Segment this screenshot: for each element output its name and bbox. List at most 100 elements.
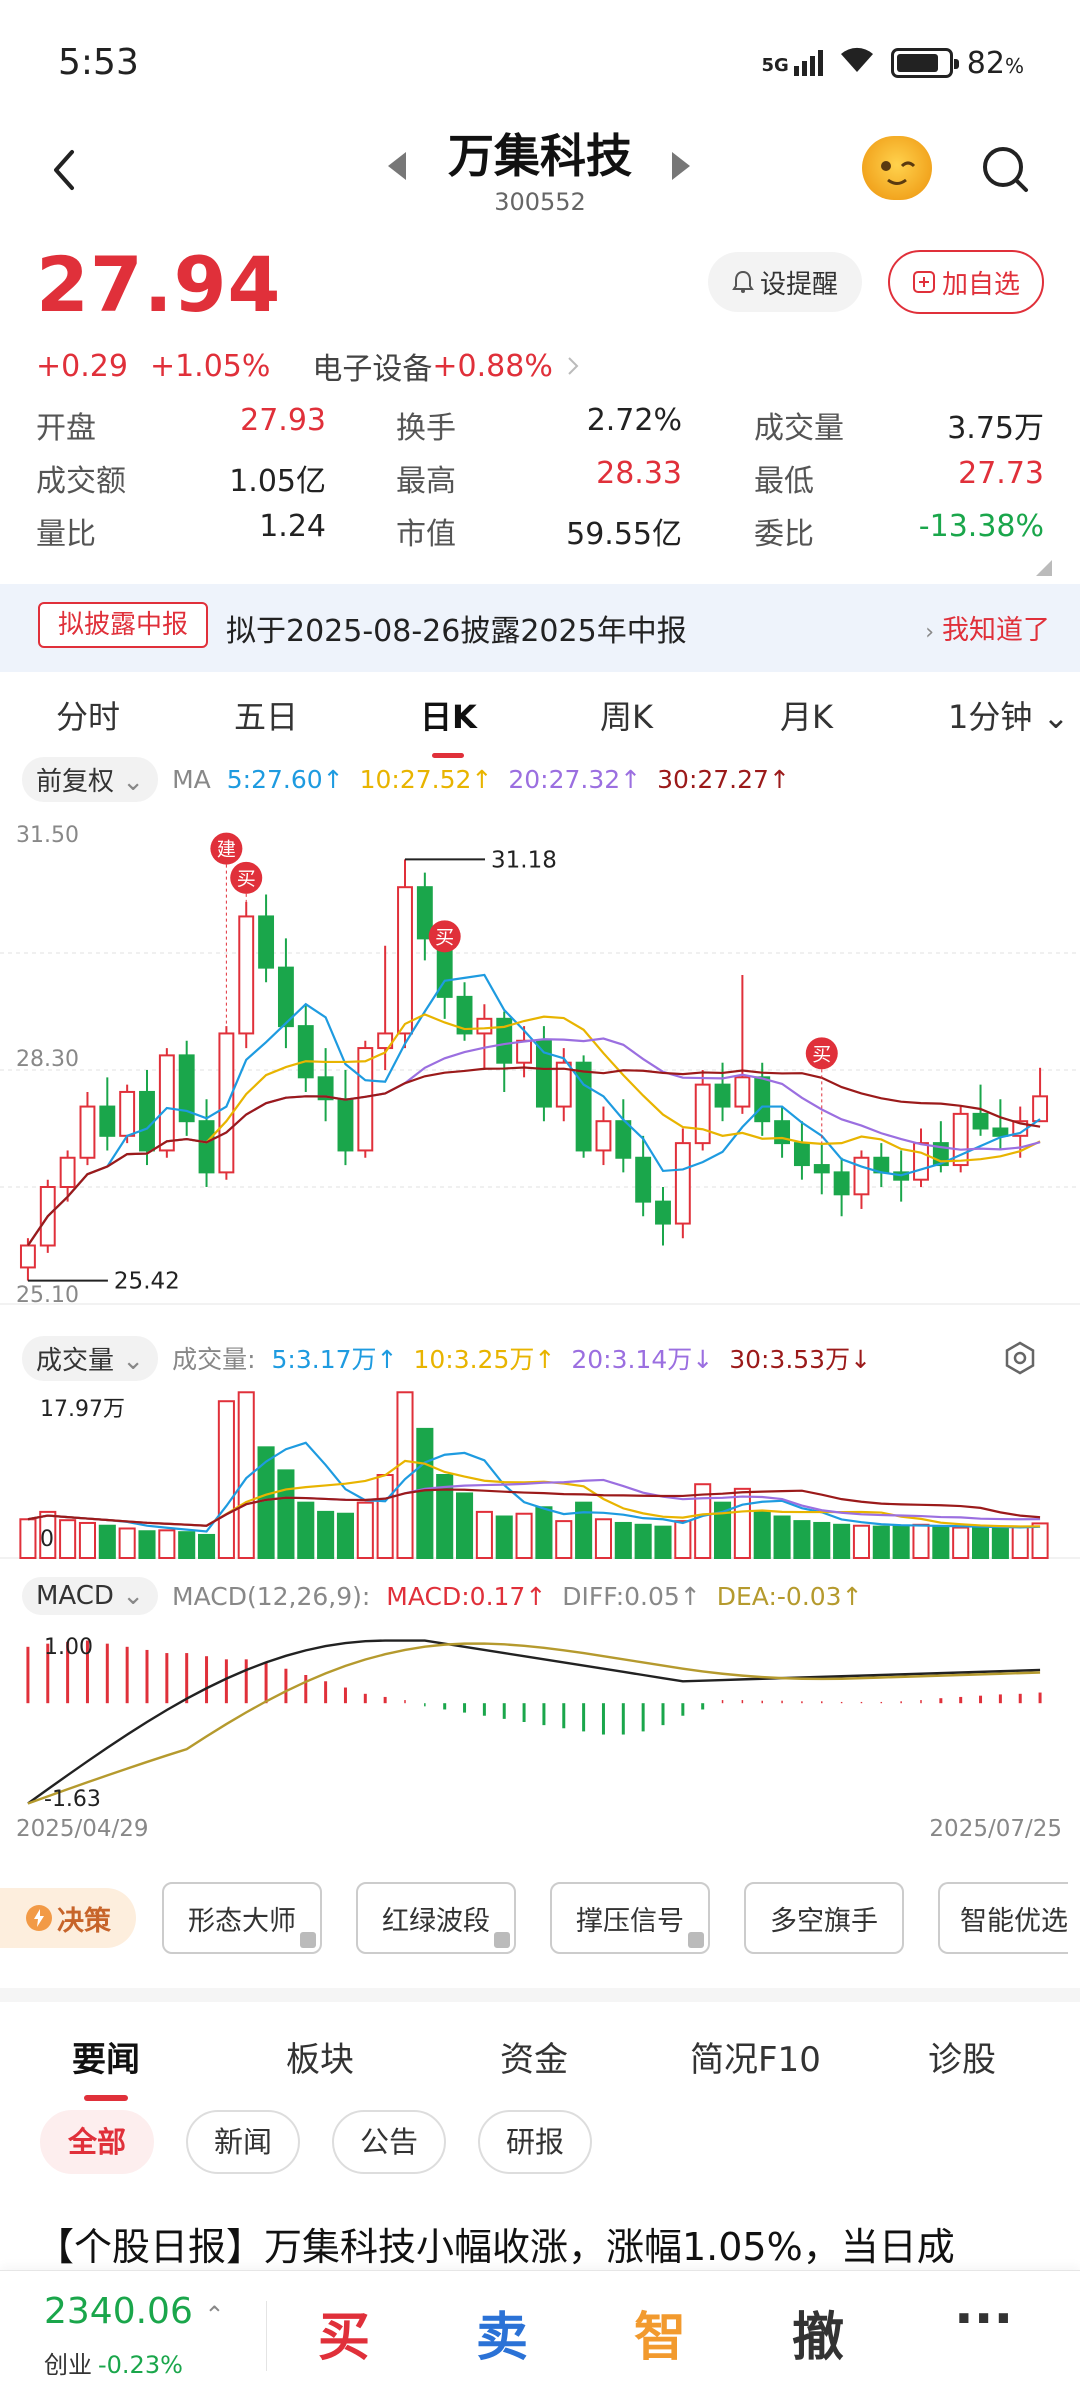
candle-body — [535, 1039, 552, 1108]
tool-button[interactable]: 红绿波段 — [356, 1882, 516, 1954]
tool-button[interactable]: 智能优选 — [938, 1882, 1068, 1954]
candle-body — [99, 1105, 116, 1137]
macd-dropdown[interactable]: MACD ⌄ — [22, 1577, 158, 1615]
set-alert-button[interactable]: 设提醒 — [708, 252, 862, 312]
quote-cell: 开盘 27.93 — [36, 403, 326, 447]
news-filter-chip[interactable]: 研报 — [478, 2110, 593, 2174]
volume-bar — [455, 1492, 474, 1559]
sector-link[interactable]: 电子设备 +0.88% — [292, 344, 584, 388]
news-tab[interactable]: 要闻 — [72, 2032, 140, 2101]
volume-dropdown[interactable]: 成交量 ⌄ — [22, 1335, 159, 1381]
volume-bar — [59, 1519, 77, 1559]
news-filters: 全部 新闻 公告 研报 — [0, 2110, 1080, 2186]
news-tabs: 要闻 板块 资金 简况F10 诊股 — [0, 2020, 1080, 2110]
quote-label: 成交额 — [36, 463, 126, 499]
quote-value: 27.93 — [240, 402, 326, 438]
signal-marker — [805, 1037, 838, 1070]
quote-cell: 成交量 3.75万 — [754, 403, 1044, 447]
candle-body — [555, 1061, 572, 1108]
macd-chart[interactable]: 1.00 -1.63 — [0, 1620, 1080, 1820]
low-label: 25.42 — [114, 1269, 180, 1295]
volume-bar — [912, 1523, 930, 1560]
previous-stock-arrow-icon[interactable] — [388, 152, 406, 180]
macd-legend: MACD ⌄ MACD(12,26,9): MACD:0.17↑ DIFF:0.… — [0, 1574, 1080, 1618]
candle-body — [476, 1017, 493, 1035]
news-headline[interactable]: 【个股日报】万集科技小幅收涨，涨幅1.05%，当日成 — [36, 2225, 955, 2269]
candle-body — [178, 1054, 195, 1123]
settings-icon[interactable] — [1002, 1340, 1038, 1376]
quote-label: 量比 — [36, 516, 96, 552]
ma-legend: 前复权 ⌄ MA 5:27.60↑ 10:27.52↑ 20:27.32↑ 30… — [0, 756, 1080, 802]
volume-bar — [654, 1525, 672, 1559]
next-stock-arrow-icon[interactable] — [672, 152, 690, 180]
mascot-icon[interactable] — [862, 136, 932, 200]
period-tab[interactable]: 周K — [600, 698, 653, 736]
date-end: 2025/07/25 — [929, 1816, 1062, 1842]
tool-button[interactable]: 撑压信号 — [550, 1882, 710, 1954]
tool-button[interactable]: 形态大师 — [162, 1882, 322, 1954]
add-watchlist-button[interactable]: 加自选 — [888, 250, 1044, 314]
decision-button[interactable]: 决策 — [0, 1888, 136, 1948]
notice-bar[interactable]: 拟披露中报 拟于2025-08-26披露2025年中报 › 我知道了 — [0, 584, 1080, 672]
volume-bar — [991, 1526, 1009, 1559]
volume-bar — [892, 1524, 910, 1560]
lightning-icon — [26, 1905, 52, 1931]
volume-bar — [833, 1523, 851, 1560]
volume-bar — [257, 1446, 275, 1559]
news-filter-chip[interactable]: 新闻 — [186, 2110, 301, 2174]
volume-bar — [674, 1520, 692, 1560]
price-change-row: +0.29 +1.05% 电子设备 +0.88% — [36, 344, 585, 388]
plus-square-icon — [912, 271, 935, 293]
news-tab[interactable]: 简况F10 — [690, 2040, 821, 2080]
news-tab[interactable]: 诊股 — [928, 2040, 996, 2080]
candle-body — [337, 1098, 354, 1152]
volume-bar — [813, 1521, 831, 1559]
ma10-value: 10:27.52↑ — [359, 764, 493, 794]
candle-body — [595, 1120, 612, 1152]
news-tab[interactable]: 资金 — [500, 2040, 568, 2080]
volume-bar — [158, 1529, 176, 1559]
period-tab[interactable]: 1分钟 ⌄ — [948, 698, 1070, 736]
smart-button[interactable]: 智 — [634, 2308, 687, 2368]
candle-body — [277, 966, 294, 1028]
back-button[interactable] — [36, 140, 96, 200]
volume-bar — [356, 1501, 374, 1559]
quote-value: 3.75万 — [947, 410, 1044, 446]
more-button[interactable]: ··· — [954, 2289, 1014, 2349]
period-tab[interactable]: 五日 — [234, 698, 299, 736]
news-filter-chip[interactable]: 全部 — [40, 2110, 155, 2174]
adjust-dropdown[interactable]: 前复权 ⌄ — [22, 756, 159, 802]
search-button[interactable] — [976, 140, 1036, 200]
ma5-value: 5:27.60↑ — [226, 764, 344, 794]
cancel-order-button[interactable]: 撤 — [792, 2308, 845, 2368]
signal-marker-label: 建 — [217, 839, 236, 861]
candle-body — [19, 1244, 36, 1269]
candle-body — [635, 1156, 652, 1203]
tool-label: 智能优选 — [960, 1905, 1068, 1937]
news-tab[interactable]: 板块 — [286, 2040, 354, 2080]
notice-dismiss-button[interactable]: › 我知道了 — [925, 615, 1050, 646]
quote-label: 换手 — [396, 410, 456, 446]
dea-value: DEA:-0.03↑ — [716, 1581, 863, 1611]
candle-body — [694, 1083, 711, 1145]
expand-corner-icon[interactable] — [1036, 560, 1052, 576]
volume-bar — [475, 1510, 493, 1559]
sell-button[interactable]: 卖 — [476, 2308, 529, 2368]
volume-chart[interactable]: 17.97万 0 — [0, 1382, 1080, 1562]
period-tab[interactable]: 分时 — [56, 698, 121, 736]
volume-bar — [118, 1527, 136, 1560]
volume-bar — [872, 1525, 890, 1559]
period-tab[interactable]: 月K — [780, 698, 833, 736]
buy-button[interactable]: 买 — [318, 2308, 371, 2368]
notice-text: 拟于2025-08-26披露2025年中报 — [226, 614, 687, 649]
news-filter-chip[interactable]: 公告 — [332, 2110, 447, 2174]
volume-bar — [436, 1474, 454, 1559]
tool-button[interactable]: 多空旗手 — [744, 1882, 904, 1954]
candle-body — [139, 1090, 155, 1152]
index-value[interactable]: 2340.06 ⌃ — [44, 2291, 225, 2332]
period-tab[interactable]: 日K — [420, 692, 477, 758]
dea-line — [27, 1642, 1041, 1805]
bell-icon — [732, 270, 754, 293]
quote-row: 成交额 1.05亿 最高 28.33 最低 27.73 — [36, 451, 1044, 504]
